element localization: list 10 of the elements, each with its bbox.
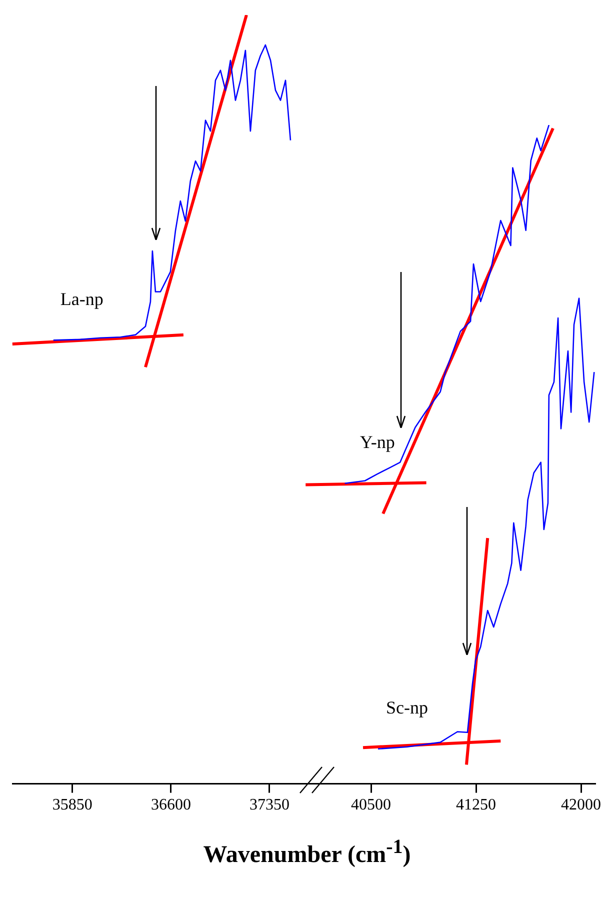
x-tick-label: 36600 xyxy=(150,796,191,814)
x-tick-label: 42000 xyxy=(561,796,601,814)
series-label: Y-np xyxy=(360,432,395,452)
x-tick-label: 37350 xyxy=(249,796,290,814)
series-label: Sc-np xyxy=(386,698,428,718)
x-axis-title: Wavenumber (cm$^{-1}$) xyxy=(202,836,412,869)
x-tick-label: 41250 xyxy=(456,796,496,814)
series-label: La-np xyxy=(60,288,104,309)
x-tick-label: 35850 xyxy=(52,796,92,814)
x-tick-label: 40500 xyxy=(351,796,391,814)
